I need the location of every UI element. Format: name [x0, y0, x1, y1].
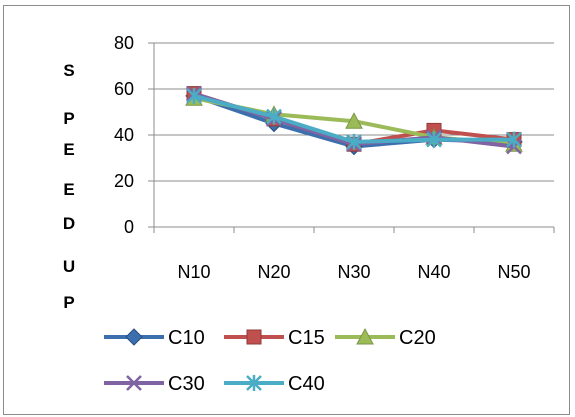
data-point-c40: [506, 131, 522, 148]
legend-marker-c30: [126, 375, 142, 391]
x-tick-label: N40: [417, 262, 450, 282]
data-point-c40: [266, 108, 282, 125]
ylabel-letter: S: [63, 61, 75, 80]
legend-marker-c15: [246, 329, 262, 345]
y-tick-label: 60: [114, 79, 134, 99]
ylabel-letter: U: [62, 257, 76, 276]
x-tick-label: N50: [497, 262, 530, 282]
legend-label: C15: [288, 327, 325, 349]
data-point-c40: [186, 87, 202, 104]
y-tick-label: 20: [114, 171, 134, 191]
legend-label: C30: [168, 373, 205, 395]
legend-marker-c40: [246, 375, 262, 391]
ylabel-letter: E: [63, 140, 75, 159]
legend-marker-c20: [356, 327, 374, 345]
y-tick-label: 0: [124, 217, 134, 237]
x-tick-label: N20: [257, 262, 290, 282]
legend-marker-c10: [125, 328, 143, 346]
chart-frame: 0 20 40 60 80 N10 N20 N30 N40 N50 C10 C15 C20 C30 C40 …: [3, 5, 570, 415]
x-tick-label: N10: [177, 262, 210, 282]
line-chart: 0 20 40 60 80 N10 N20 N30 N40 N50 C10 C15 C20 C30 C40: [104, 33, 555, 395]
data-point-c40: [426, 131, 442, 148]
data-point-c40: [346, 133, 362, 150]
ylabel-letter: D: [62, 214, 76, 233]
x-tick-label: N30: [337, 262, 370, 282]
ylabel-letter: P: [63, 293, 75, 312]
legend-label: C20: [399, 327, 436, 349]
y-tick-label: 80: [114, 33, 134, 53]
ylabel-letter: P: [63, 109, 75, 128]
legend-label: C40: [288, 373, 325, 395]
ylabel-letter: E: [63, 180, 75, 199]
data-point-c20: [345, 112, 363, 129]
y-tick-label: 40: [114, 125, 134, 145]
legend-label: C10: [168, 327, 205, 349]
